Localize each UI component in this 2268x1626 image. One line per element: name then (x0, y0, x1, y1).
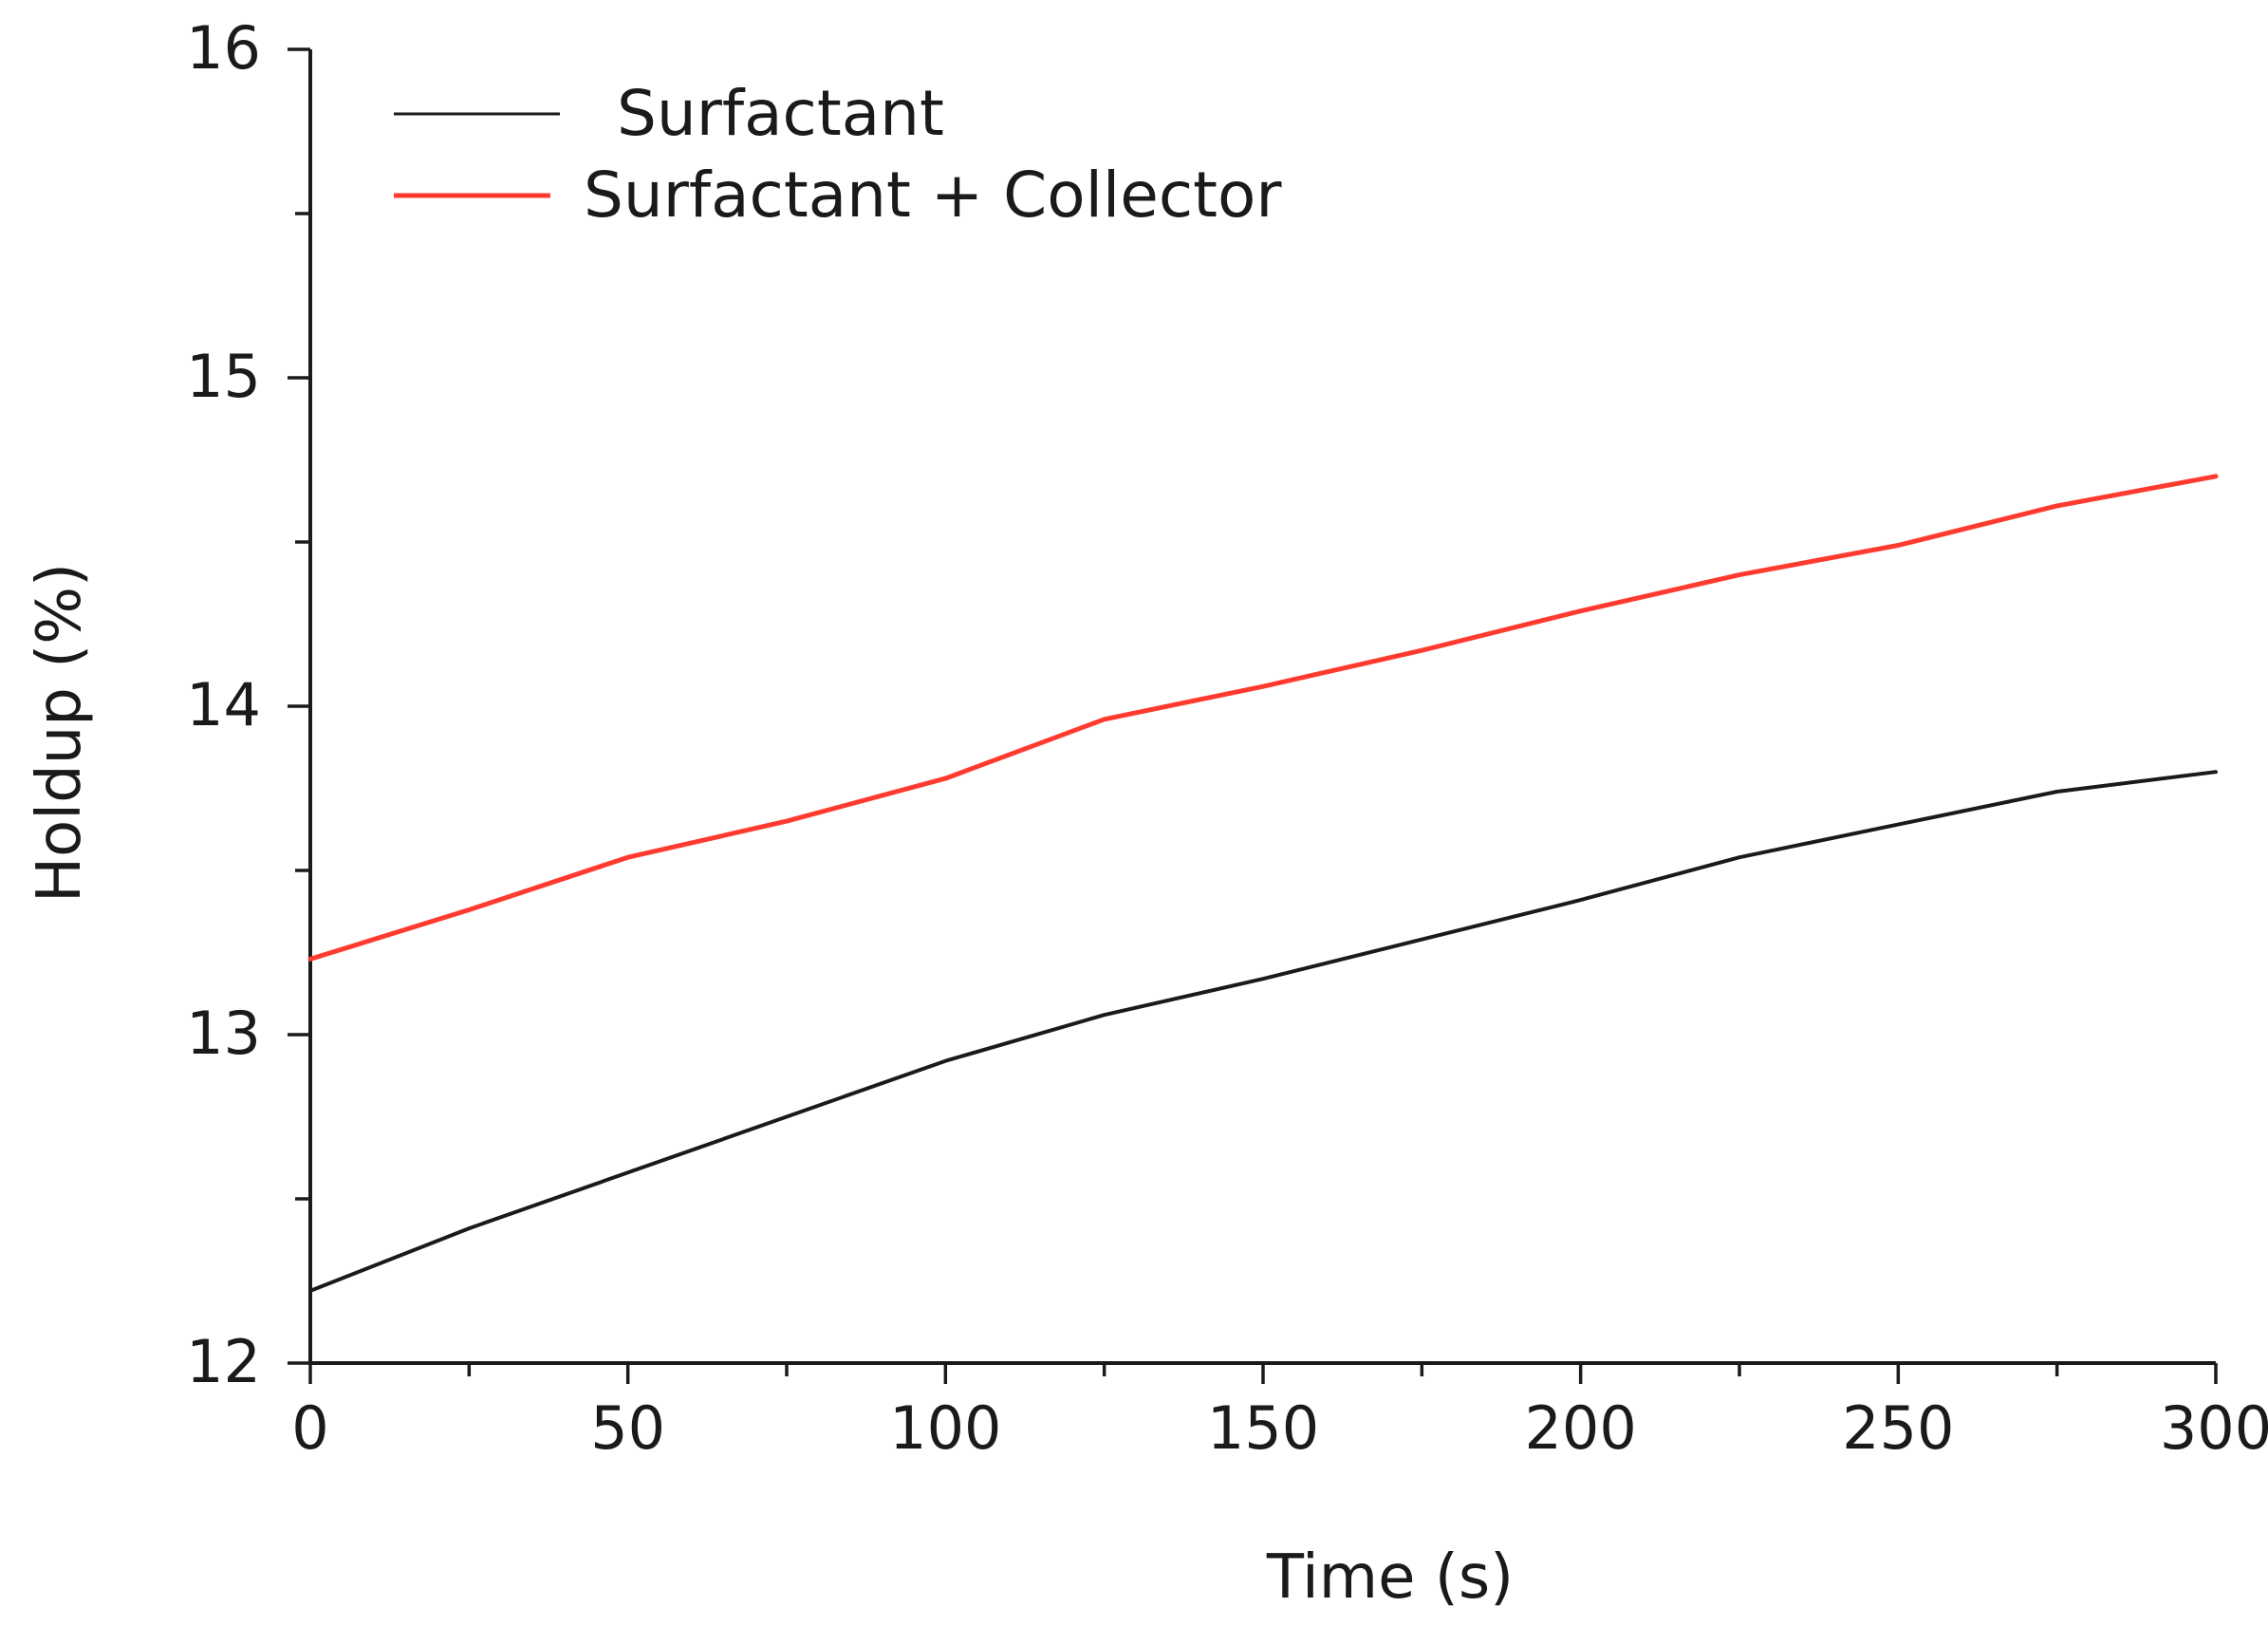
y-tick-label: 13 (186, 999, 261, 1068)
x-tick-label: 100 (889, 1393, 1001, 1463)
legend: Surfactant Surfactant + Collector (394, 77, 1282, 232)
series-line-surfactant-collector (307, 474, 2219, 962)
ticks (288, 47, 2218, 1384)
x-tick-label: 250 (1842, 1393, 1954, 1463)
y-tick-label: 15 (186, 342, 261, 411)
y-axis-title: Holdup (%) (25, 563, 95, 903)
series-line-surfactant (308, 770, 2218, 1293)
x-tick-label: 50 (590, 1393, 665, 1463)
y-tick-label: 16 (186, 13, 261, 83)
x-tick-label: 0 (291, 1393, 328, 1463)
y-tick-label: 14 (186, 670, 261, 739)
x-tick-label: 300 (2160, 1393, 2268, 1463)
x-axis-title: Time (s) (1266, 1542, 1514, 1613)
series-group (307, 474, 2219, 1293)
x-tick-label: 200 (1524, 1393, 1636, 1463)
x-tick-label: 150 (1207, 1393, 1319, 1463)
axes (308, 49, 2216, 1365)
legend-label-surfactant: Surfactant (617, 77, 944, 150)
tick-labels: 0 50 100 150 200 250 300 12 13 14 15 16 (186, 13, 2268, 1463)
legend-label-surfactant-collector: Surfactant + Collector (584, 159, 1282, 232)
y-tick-label: 12 (186, 1327, 261, 1396)
